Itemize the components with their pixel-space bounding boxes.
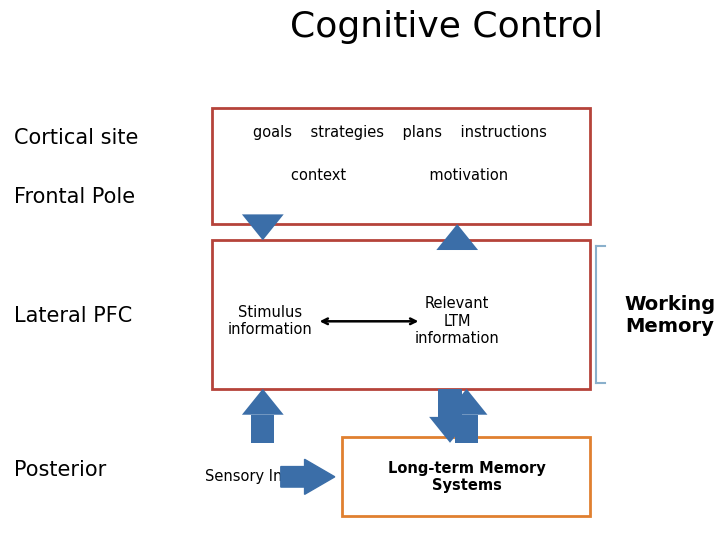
- FancyBboxPatch shape: [342, 437, 590, 516]
- Text: goals    strategies    plans    instructions: goals strategies plans instructions: [253, 125, 546, 140]
- FancyBboxPatch shape: [212, 108, 590, 224]
- Polygon shape: [446, 389, 487, 415]
- FancyArrow shape: [281, 459, 335, 495]
- Text: Frontal Pole: Frontal Pole: [14, 187, 135, 207]
- Bar: [438, 389, 462, 417]
- Text: Cognitive Control: Cognitive Control: [290, 10, 603, 44]
- Text: Sensory Input: Sensory Input: [204, 469, 307, 484]
- Polygon shape: [242, 389, 284, 415]
- Polygon shape: [429, 417, 471, 443]
- Bar: [251, 415, 274, 443]
- Text: Long-term Memory
Systems: Long-term Memory Systems: [387, 461, 546, 493]
- Text: Stimulus
information: Stimulus information: [228, 305, 312, 338]
- Polygon shape: [436, 224, 478, 250]
- Text: Lateral PFC: Lateral PFC: [14, 306, 132, 326]
- Bar: [455, 415, 478, 443]
- Polygon shape: [242, 214, 284, 240]
- FancyBboxPatch shape: [212, 240, 590, 389]
- Text: context                  motivation: context motivation: [291, 168, 508, 183]
- Text: Working
Memory: Working Memory: [624, 295, 715, 336]
- Text: Cortical site: Cortical site: [14, 127, 139, 148]
- Text: Posterior: Posterior: [14, 460, 107, 480]
- Text: Relevant
LTM
information: Relevant LTM information: [415, 296, 500, 346]
